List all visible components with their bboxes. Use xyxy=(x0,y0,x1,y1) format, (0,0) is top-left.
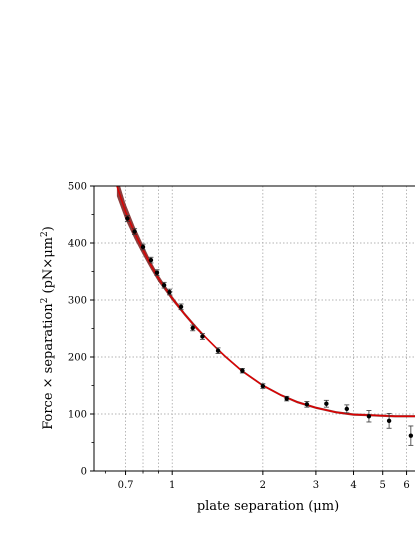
y-axis-title-main: Force × separation xyxy=(41,303,56,430)
data-point-marker xyxy=(408,433,414,438)
y-axis-title-end: ) xyxy=(41,226,56,231)
data-point-marker xyxy=(386,418,392,424)
y-tick-label: 200 xyxy=(68,353,87,364)
data-point xyxy=(161,281,167,289)
y-tick-label: 0 xyxy=(81,467,87,478)
data-point-marker xyxy=(324,401,329,406)
data-point-marker xyxy=(125,216,130,221)
x-tick-label: 4 xyxy=(350,480,356,491)
data-point-marker xyxy=(366,414,372,419)
data-point xyxy=(178,303,184,311)
tick-labels: 0.7 1 2 3 4 5 6 0 100 200 300 400 500 xyxy=(68,182,410,492)
data-point-marker xyxy=(200,334,205,339)
x-tick-label: 2 xyxy=(260,480,266,491)
y-axis-title-unit-sup: 2 xyxy=(40,231,50,237)
data-point xyxy=(239,367,245,374)
y-tick-label: 300 xyxy=(68,296,87,307)
data-point xyxy=(408,425,414,446)
data-point xyxy=(215,347,221,354)
y-axis-title-unit: (pN×μm xyxy=(41,237,56,298)
y-tick-label: 400 xyxy=(68,239,87,250)
data-point-marker xyxy=(167,289,172,295)
data-point xyxy=(344,404,350,414)
axes xyxy=(90,185,415,475)
data-point xyxy=(167,288,173,296)
data-point xyxy=(148,256,154,264)
data-point-marker xyxy=(344,406,350,412)
x-axis-title: plate separation (μm) xyxy=(197,499,339,514)
data-point xyxy=(124,215,130,222)
data-point-marker xyxy=(240,368,245,373)
data-point-marker xyxy=(178,304,184,310)
y-tick-label: 100 xyxy=(68,410,87,421)
data-point-marker xyxy=(260,383,266,389)
data-point xyxy=(140,243,146,251)
data-point xyxy=(284,395,290,402)
x-tick-label: 5 xyxy=(380,480,386,491)
x-tick-label: 1 xyxy=(169,480,175,491)
data-point-marker xyxy=(161,282,167,288)
data-point xyxy=(154,269,160,276)
data-point xyxy=(304,401,310,408)
data-point xyxy=(260,383,266,389)
fit-confidence-band xyxy=(116,186,415,418)
data-point-marker xyxy=(154,270,160,275)
data-point xyxy=(323,399,329,408)
data-point-marker xyxy=(215,348,221,353)
x-tick-label: 6 xyxy=(403,480,409,491)
fit-curve xyxy=(116,186,415,417)
grid-lines xyxy=(94,186,415,471)
x-tick-label: 3 xyxy=(313,480,319,491)
data-point xyxy=(386,413,392,429)
fit-band xyxy=(116,186,415,418)
data-point xyxy=(190,324,196,332)
y-axis-title-sup: 2 xyxy=(40,298,50,304)
y-tick-label: 500 xyxy=(68,182,87,193)
data-point-marker xyxy=(304,402,310,407)
fit-line xyxy=(116,186,415,417)
data-point-marker xyxy=(140,244,146,250)
data-point xyxy=(132,228,138,235)
x-tick-label: 0.7 xyxy=(118,480,134,491)
data-point-marker xyxy=(132,229,137,234)
data-points xyxy=(124,215,414,446)
data-point xyxy=(199,333,205,340)
data-point-marker xyxy=(148,257,154,263)
data-point xyxy=(366,410,372,423)
y-axis-title: Force × separation2 (pN×μm2) xyxy=(40,226,56,430)
data-point-marker xyxy=(284,396,289,401)
data-point-marker xyxy=(190,325,195,331)
